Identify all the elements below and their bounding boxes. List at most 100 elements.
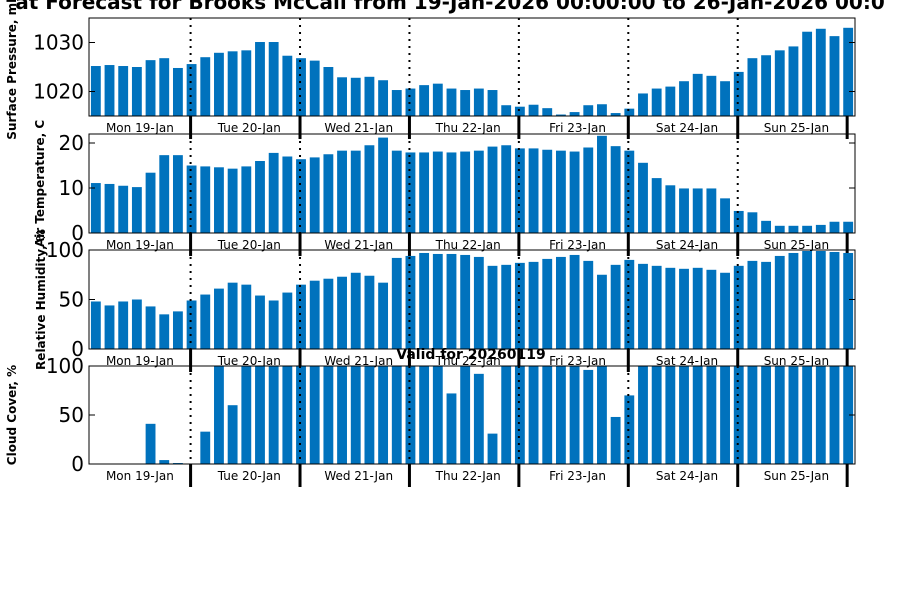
bar [432, 83, 443, 116]
y-tick-label: 100 [46, 354, 84, 378]
chart-title: at Forecast for Brooks McCall from 19-Ja… [15, 0, 885, 14]
bar [227, 282, 238, 349]
bar [761, 366, 772, 464]
valid-date-label: Valid for 20260119 [396, 347, 545, 363]
bar [679, 188, 689, 233]
y-axis-label: Cloud Cover, % [5, 365, 19, 465]
bar [720, 366, 730, 464]
bar [90, 66, 101, 116]
bar [241, 166, 252, 233]
x-tick-label: Sat 24-Jan [656, 354, 718, 368]
bar [172, 67, 183, 116]
bar [788, 366, 799, 464]
bar [118, 185, 129, 233]
bar [309, 366, 320, 464]
bar [432, 366, 443, 464]
bar [747, 366, 758, 464]
x-tick-label: Fri 23-Jan [549, 238, 606, 252]
bar [90, 183, 101, 233]
bar [747, 58, 758, 116]
bar [364, 275, 375, 349]
y-axis-label: Surface Pressure, mb [5, 0, 19, 140]
bar [104, 183, 115, 233]
bar [473, 373, 484, 464]
x-tick-label: Tue 20-Jan [217, 354, 281, 368]
bar [706, 188, 717, 233]
bar [706, 269, 717, 349]
plot-frame [88, 17, 856, 117]
bar [514, 106, 525, 116]
bar [638, 263, 648, 349]
bar [391, 150, 402, 233]
x-tick-label: Mon 19-Jan [106, 469, 174, 483]
bar [583, 105, 594, 116]
bar [747, 260, 758, 349]
x-tick-label: Sun 25-Jan [764, 238, 829, 252]
bar [337, 77, 347, 116]
bar [665, 366, 676, 464]
bar [843, 27, 854, 116]
bar [419, 152, 430, 233]
bar [528, 148, 539, 233]
bar [501, 145, 512, 233]
bar [624, 395, 635, 464]
bar [843, 366, 854, 464]
bar [131, 187, 142, 233]
bar [309, 280, 320, 349]
bar [90, 301, 101, 349]
bar [843, 252, 854, 349]
bar [268, 300, 279, 349]
bar [159, 58, 170, 116]
bar [350, 150, 361, 233]
bar [104, 65, 115, 116]
x-tick-label: Sun 25-Jan [764, 354, 829, 368]
chart-panel-3: 0 50 100 Mon 19-Jan Tue 20-Jan Wed 21-Jan Thu … [5, 354, 856, 487]
bar [651, 88, 662, 116]
bar [528, 104, 539, 116]
bar [159, 314, 170, 349]
bar [569, 151, 580, 233]
bar [555, 114, 566, 116]
bar [761, 55, 772, 116]
bar [104, 305, 115, 349]
bar [337, 366, 347, 464]
bar [296, 58, 306, 116]
bar [255, 295, 265, 349]
bar [214, 366, 224, 464]
bar [473, 150, 484, 233]
x-tick-label: Sat 24-Jan [656, 238, 718, 252]
y-tick-label: 20 [59, 131, 84, 155]
bar [692, 267, 703, 349]
bar [159, 155, 170, 233]
x-tick-label: Sun 25-Jan [764, 121, 829, 135]
bar [446, 253, 457, 349]
bar [268, 42, 279, 117]
bar [419, 366, 430, 464]
bar [118, 301, 129, 349]
bar [610, 264, 621, 349]
bar [145, 423, 156, 464]
bar [145, 60, 156, 116]
bar [391, 366, 402, 464]
bar [432, 253, 443, 349]
x-tick-label: Thu 22-Jan [435, 469, 501, 483]
bar [610, 146, 621, 233]
bar [350, 77, 361, 116]
bar [555, 366, 566, 464]
bar [487, 90, 498, 116]
bar [432, 151, 443, 233]
bar [460, 151, 471, 233]
bar [460, 366, 471, 464]
bar [514, 262, 525, 349]
bar [350, 366, 361, 464]
bar [473, 88, 484, 116]
x-tick-label: Wed 21-Jan [324, 121, 393, 135]
x-tick-label: Tue 20-Jan [217, 238, 281, 252]
bar [118, 66, 129, 116]
bar [788, 225, 799, 233]
x-tick-label: Sun 25-Jan [764, 469, 829, 483]
bar [419, 252, 430, 349]
bar [679, 81, 689, 116]
bar [638, 366, 648, 464]
